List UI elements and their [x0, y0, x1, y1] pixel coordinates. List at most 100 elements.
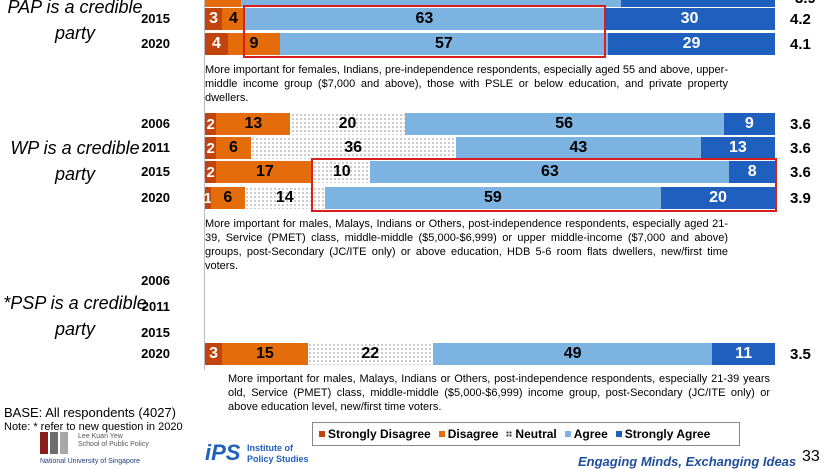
- stacked-bar: 1 6 14 59 20: [203, 187, 775, 209]
- bar-segment-disagree: 4: [222, 8, 245, 30]
- data-label: 43: [569, 139, 588, 156]
- ips-logo: iPS Institute of Policy Studies: [205, 440, 335, 468]
- bar-segment-neutral: 14: [244, 187, 325, 209]
- axis-line: [204, 0, 205, 370]
- year-label: 2006: [141, 273, 170, 288]
- data-label: 20: [709, 189, 727, 206]
- data-label: 3: [209, 345, 218, 362]
- average-score: 4.2: [790, 11, 811, 28]
- page-number: 33: [802, 448, 820, 465]
- average-score: 3.9: [790, 190, 811, 207]
- ips-short: iPS: [205, 440, 241, 465]
- data-label: 3: [209, 10, 218, 27]
- average-score: 3.5: [790, 346, 811, 363]
- chart-legend: Strongly Disagree Disagree Neutral Agree…: [312, 422, 740, 446]
- data-label: 13: [729, 139, 747, 156]
- data-label: 63: [540, 163, 559, 180]
- nus-label: National University of Singapore: [40, 458, 140, 465]
- data-label: 4: [212, 35, 221, 52]
- bar-segment-agree: 57: [279, 33, 609, 55]
- data-label: 9: [744, 115, 754, 132]
- year-label: 2015: [141, 11, 170, 26]
- legend-item-disagree: Disagree: [438, 427, 499, 441]
- data-label: 22: [361, 345, 380, 362]
- average-score: 3.6: [790, 140, 811, 157]
- bar-segment-strongly-agree: 30: [604, 8, 775, 30]
- data-label: 14: [275, 189, 294, 206]
- data-label: 6: [223, 189, 233, 206]
- legend-label: Disagree: [447, 427, 499, 441]
- legend-swatch-icon: [506, 431, 513, 437]
- bar-segment-neutral: 10: [313, 161, 371, 183]
- data-label: 4: [229, 10, 238, 27]
- data-label: 36: [344, 139, 363, 156]
- bar-segment-strongly-disagree: 3: [205, 343, 223, 365]
- legend-swatch-icon: [564, 431, 571, 437]
- legend-item-agree: Agree: [564, 427, 608, 441]
- data-label: 56: [555, 115, 573, 132]
- lky-mark-icon: [40, 432, 68, 454]
- wp-note: More important for males, Malays, Indian…: [205, 218, 728, 272]
- bar-segment-strongly-disagree: 1: [203, 187, 213, 209]
- legend-item-strongly-agree: Strongly Agree: [615, 427, 711, 441]
- base-note: BASE: All respondents (4027): [4, 405, 176, 420]
- legend-label: Agree: [573, 427, 608, 441]
- year-label: 2020: [141, 346, 170, 361]
- lky-line2: School of Public Policy: [78, 441, 149, 448]
- legend-label: Strongly Agree: [624, 427, 711, 441]
- data-label: 1: [203, 189, 213, 207]
- highlight-box: [311, 158, 777, 212]
- stacked-bar: 2 13 20 56 9: [205, 113, 775, 135]
- legend-swatch-icon: [615, 431, 622, 437]
- bar-segment-neutral: 22: [307, 343, 433, 365]
- stacked-bar: 3 15 22 49 11: [205, 343, 775, 365]
- tagline: Engaging Minds, Exchanging Ideas: [578, 454, 797, 469]
- data-label: 30: [680, 10, 699, 27]
- stacked-bar: 2 6 36 43 13: [205, 137, 775, 159]
- bar-segment-agree: 56: [404, 113, 724, 135]
- data-label: 15: [255, 345, 274, 362]
- data-label: 2: [206, 139, 215, 157]
- data-label: 20: [338, 115, 357, 132]
- bar-segment-strongly-agree: 9: [723, 113, 775, 135]
- bar-segment-disagree: 6: [210, 187, 245, 209]
- year-label: 2011: [141, 299, 170, 314]
- data-label: 13: [244, 115, 263, 132]
- data-label: 11: [735, 345, 753, 362]
- bar-segment-disagree: 17: [216, 161, 314, 183]
- data-label: 57: [435, 35, 453, 52]
- legend-swatch-icon: [319, 431, 325, 437]
- bar-segment-disagree: 15: [222, 343, 308, 365]
- bar-segment-neutral: 36: [250, 137, 456, 159]
- year-label: 2006: [141, 116, 170, 131]
- stacked-bar: 4 9 57 29: [205, 33, 775, 55]
- bar-segment-strongly-agree: 8: [729, 161, 775, 183]
- bar-segment-strongly-agree: 11: [712, 343, 775, 365]
- pap-partial-bar: [205, 0, 775, 7]
- bar-segment-strongly-agree: 29: [608, 33, 775, 55]
- lky-logo: Lee Kuan Yew School of Public Policy Nat…: [40, 432, 200, 468]
- bar-segment-agree: 63: [370, 161, 730, 183]
- pap-partial-avg: 3.9: [795, 0, 816, 7]
- pap-group-label: PAP is a credible party: [7, 0, 143, 43]
- bar-segment-strongly-disagree: 2: [205, 137, 217, 159]
- footnote: Note: * refer to new question in 2020: [4, 421, 183, 433]
- ips-line1: Institute of: [247, 443, 293, 453]
- bar-segment-strongly-disagree: 4: [205, 33, 229, 55]
- bar-segment-agree: 63: [244, 8, 604, 30]
- data-label: 2: [206, 115, 215, 133]
- legend-item-strongly-disagree: Strongly Disagree: [319, 427, 431, 441]
- bar-segment-strongly-disagree: 2: [205, 161, 217, 183]
- year-label: 2020: [141, 36, 170, 51]
- wp-group-label: WP is a credible party: [10, 138, 140, 184]
- legend-label: Strongly Disagree: [328, 427, 431, 441]
- lky-line1: Lee Kuan Yew: [78, 433, 123, 440]
- bar-segment-strongly-disagree: 3: [205, 8, 223, 30]
- stacked-bar: 3 4 63 30: [205, 8, 775, 30]
- pap-note: More important for females, Indians, pre…: [205, 64, 728, 104]
- year-label: 2020: [141, 190, 170, 205]
- average-score: 3.6: [790, 164, 811, 181]
- data-label: 63: [415, 10, 434, 27]
- bar-segment-agree: 43: [455, 137, 701, 159]
- psp-note: More important for males, Malays, Indian…: [228, 373, 770, 413]
